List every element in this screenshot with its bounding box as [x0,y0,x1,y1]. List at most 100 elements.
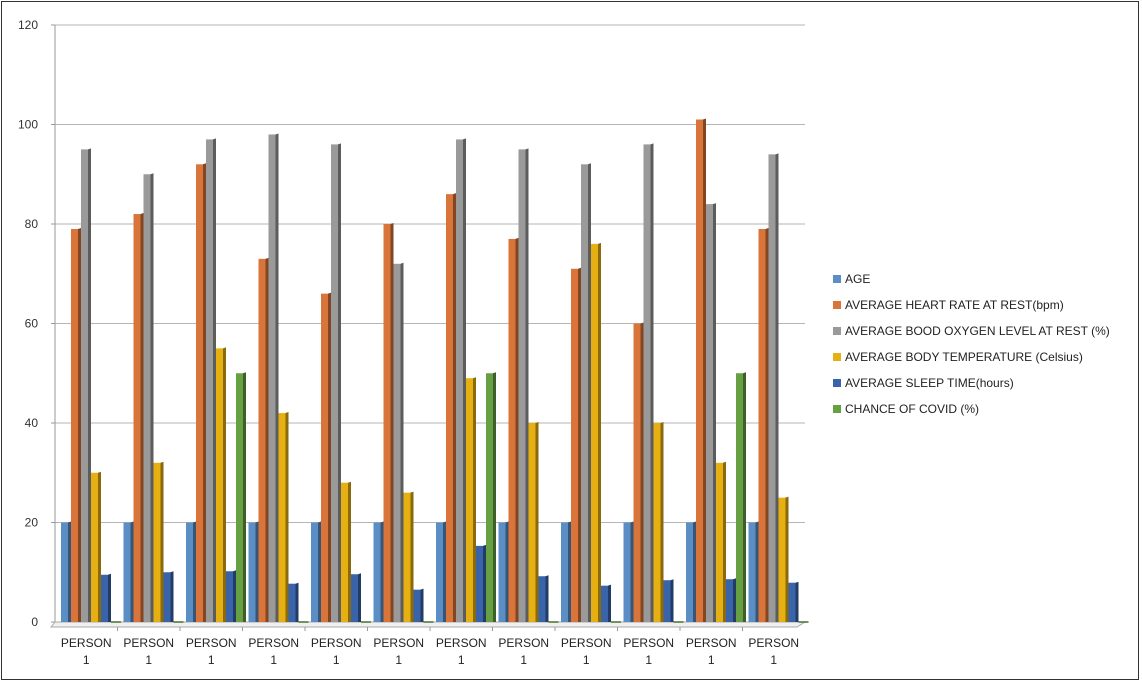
bar [81,149,88,622]
legend-item: AGE [833,266,1110,292]
bar [216,348,223,622]
x-tick-label: PERSON 1 [561,636,612,667]
legend-swatch [833,405,841,413]
legend-swatch [833,353,841,361]
bar-side [755,521,759,622]
bar [476,545,483,622]
bar-side [443,521,446,622]
bar [653,423,661,622]
legend-item: CHANCE OF COVID (%) [833,396,1110,422]
legend-swatch [833,301,841,309]
y-tick-label: 80 [25,217,39,231]
bar [436,522,443,622]
bar-side [630,521,634,622]
bar-side [265,257,269,622]
bar-side [535,422,539,622]
bar [538,576,546,622]
bar [351,574,358,622]
bar [706,204,713,622]
y-tick-label: 100 [18,118,38,132]
bar-side [338,143,341,622]
legend-item: AVERAGE HEART RATE AT REST(bpm) [833,292,1110,318]
bar-side [453,193,456,622]
bar-side [713,203,716,622]
bar-side [525,148,529,622]
bar-side [140,213,144,623]
bar [248,522,256,622]
bar [331,144,338,622]
bar-side [463,138,466,623]
bar [788,582,796,622]
bar-side [515,237,519,623]
legend-swatch [833,379,841,387]
x-tick-label: PERSON 1 [748,636,799,667]
bar-side [275,133,279,622]
legend: AGE AVERAGE HEART RATE AT REST(bpm) AVERAG… [833,266,1110,422]
bar [571,268,578,622]
bar-side [170,571,174,622]
legend-label: AGE [845,272,871,286]
bar [403,492,411,622]
bar [736,373,743,622]
bar [196,164,203,623]
legend-item: AVERAGE SLEEP TIME(hours) [833,370,1110,396]
bar-side [223,347,226,622]
bar-side [650,143,654,622]
bar [393,263,401,622]
bar-side [213,138,216,623]
bar-side [660,422,664,622]
x-tick-label: PERSON 1 [311,636,362,667]
x-tick-label: PERSON 1 [623,636,674,667]
bar [153,462,161,622]
bar [778,497,786,622]
bar [321,293,328,622]
bar-side [390,223,394,622]
bar-side [203,163,206,623]
bar-side [295,582,299,622]
bar [456,139,463,623]
bar [143,174,151,622]
bar [226,571,233,622]
bar-side [130,521,134,622]
bar-side [88,148,91,622]
x-tick-label: PERSON 1 [123,636,174,667]
legend-label: AVERAGE BOOD OXYGEN LEVEL AT REST (%) [845,324,1110,338]
bar-side [150,173,154,622]
bar [581,164,588,623]
x-tick-label: PERSON 1 [686,636,737,667]
bar [716,462,723,622]
bar [696,119,703,623]
bar [258,258,266,622]
bar [633,323,641,622]
bar-side [775,153,779,622]
bar-side [318,521,321,622]
bar-side [493,372,496,622]
bar [163,572,171,622]
bar-side [765,227,769,622]
bar [663,580,671,622]
bar-side [420,588,424,622]
bar-side [483,544,486,622]
bar [518,149,526,622]
bar [288,583,296,622]
bar-side [410,491,414,622]
bar-side [358,573,361,622]
bar-side [98,471,101,622]
bar-side [588,163,591,623]
bar [498,522,506,622]
bar-side [505,521,509,622]
bar [71,228,78,622]
bar-side [723,461,726,622]
bar-side [108,573,111,622]
bar [446,194,453,622]
bar [591,243,598,622]
bar [341,482,348,622]
bar-side [693,521,696,622]
bar [768,154,776,622]
bar-side [795,581,799,622]
bar-side [400,262,404,622]
bar-side [348,481,351,622]
legend-label: AVERAGE BODY TEMPERATURE (Celsius) [845,350,1083,364]
bar [133,214,141,623]
